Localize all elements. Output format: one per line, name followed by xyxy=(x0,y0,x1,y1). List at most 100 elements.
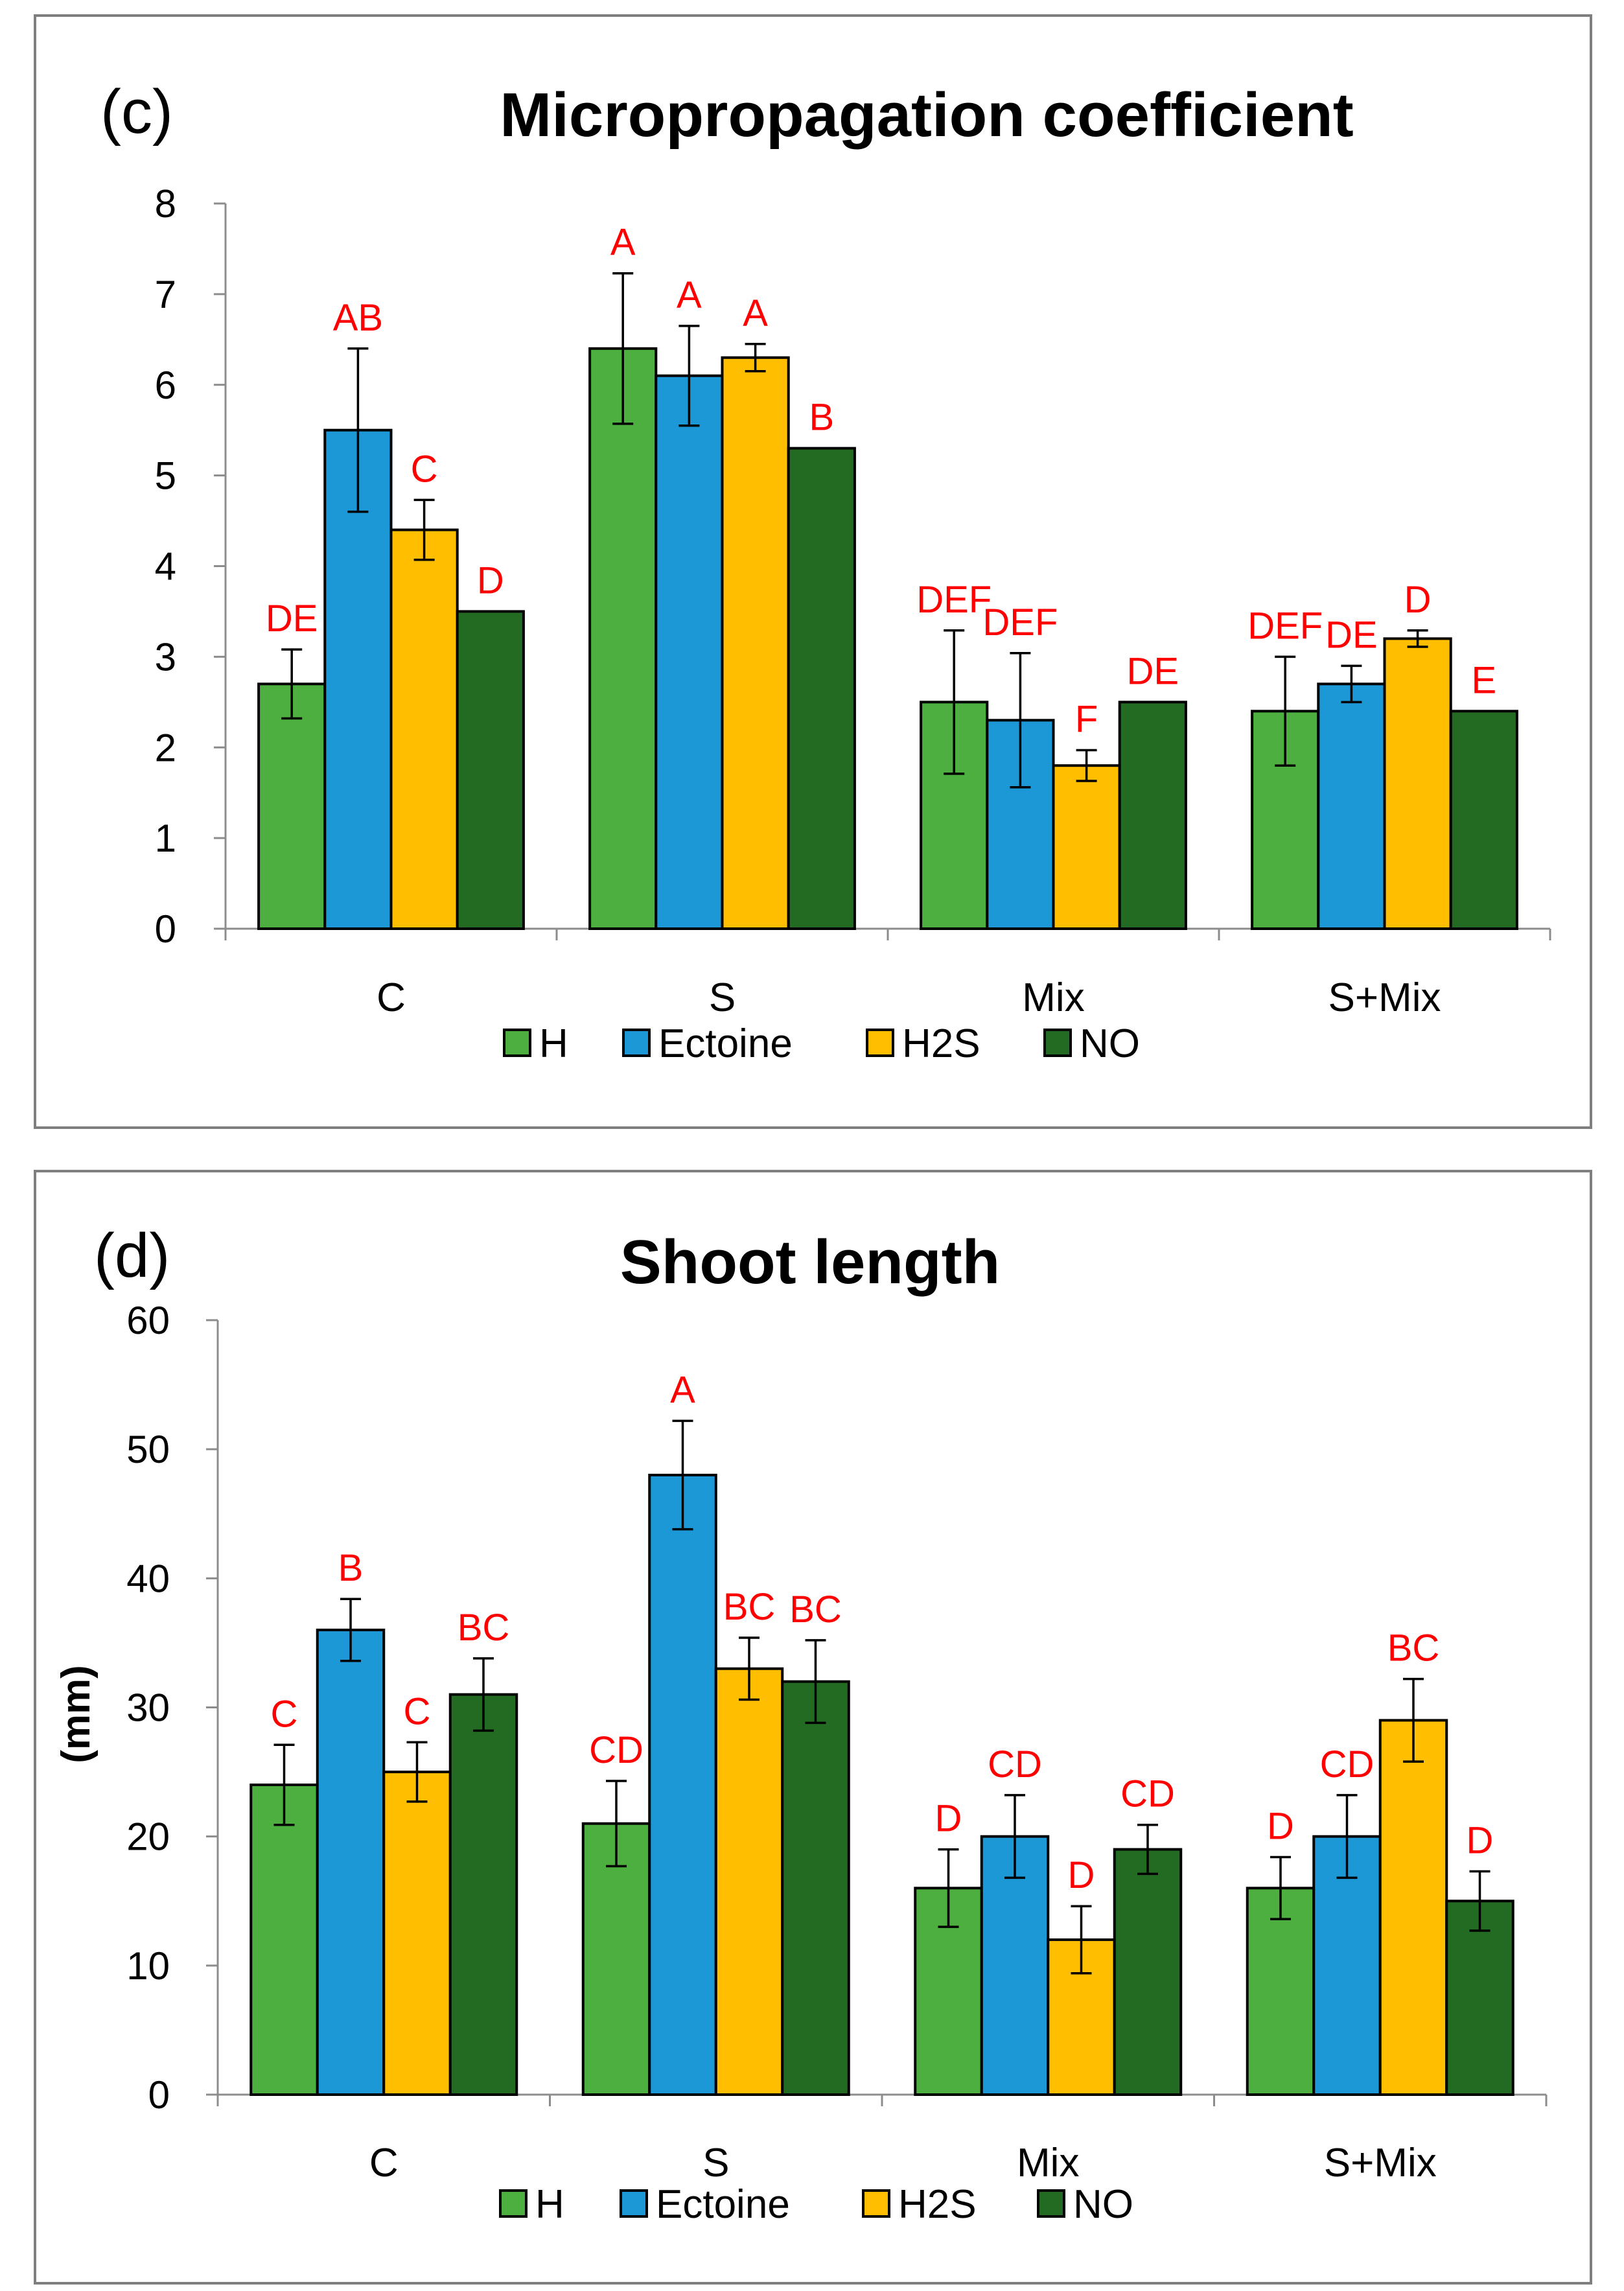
category-label: Mix xyxy=(1022,975,1084,1020)
bar-h2s xyxy=(1052,764,1121,930)
significance-letter: BC xyxy=(789,1588,842,1631)
bar-no xyxy=(448,1693,518,2096)
y-tick-label: 4 xyxy=(155,545,176,588)
category-label: C xyxy=(377,975,406,1020)
y-tick-label: 7 xyxy=(155,273,176,316)
y-tick-label: 50 xyxy=(126,1428,170,1471)
bar-no xyxy=(1113,1848,1183,2096)
legend-swatch-h xyxy=(503,1029,531,1057)
significance-letter: C xyxy=(411,448,438,490)
significance-letter: DE xyxy=(1325,614,1378,656)
bar-no xyxy=(781,1680,850,2097)
y-tick-label: 30 xyxy=(126,1686,170,1730)
y-tick-label: 0 xyxy=(148,2073,170,2117)
y-tick-label: 6 xyxy=(155,364,176,407)
significance-letter: CD xyxy=(1320,1743,1375,1785)
legend-swatch-h xyxy=(499,2189,528,2218)
bar-h xyxy=(257,682,327,931)
chart-panel-micropropagation: (c) Micropropagation coefficient 0 1 2 3 4 5 6… xyxy=(34,14,1592,1129)
bar-ectoine xyxy=(655,374,724,930)
significance-letter: AB xyxy=(333,297,383,339)
panel-tag: (c) xyxy=(100,77,173,146)
y-tick-label: 1 xyxy=(155,817,176,860)
category-label: Mix xyxy=(1017,2141,1079,2185)
legend-swatch-ectoine xyxy=(620,2189,648,2218)
legend-swatch-ectoine xyxy=(622,1029,651,1057)
legend-swatch-no xyxy=(1037,2189,1065,2218)
bar-ectoine xyxy=(316,1629,386,2096)
category-label: S+Mix xyxy=(1324,2141,1437,2185)
bar-no xyxy=(1449,710,1518,931)
bar-h xyxy=(249,1784,319,2096)
significance-letter: CD xyxy=(988,1743,1042,1785)
bar-ectoine xyxy=(980,1835,1050,2097)
panel-tag: (d) xyxy=(94,1221,170,1290)
y-tick-label: 0 xyxy=(155,907,176,951)
significance-letter: C xyxy=(271,1693,298,1735)
significance-letter: D xyxy=(935,1798,962,1840)
y-tick-label: 3 xyxy=(155,635,176,679)
bar-no xyxy=(456,610,525,930)
bar-h2s xyxy=(389,528,459,930)
significance-letter: DE xyxy=(1127,650,1179,692)
bar-ectoine xyxy=(648,1474,717,2096)
bar-h2s xyxy=(1378,1719,1448,2097)
legend-label: H2S xyxy=(898,2182,977,2227)
legend-swatch-h2s xyxy=(866,1029,894,1057)
significance-letter: A xyxy=(743,292,768,334)
significance-letter: BC xyxy=(458,1607,510,1649)
bar-no xyxy=(787,447,856,930)
bar-ectoine xyxy=(1317,682,1386,931)
bar-h2s xyxy=(721,356,790,930)
category-label: S xyxy=(709,975,736,1020)
significance-letter: D xyxy=(1267,1806,1294,1848)
y-tick-label: 5 xyxy=(155,454,176,498)
significance-letter: F xyxy=(1075,698,1098,740)
bar-no xyxy=(1118,701,1187,930)
legend-label: Ectoine xyxy=(656,2182,790,2227)
legend: H Ectoine H2S NO xyxy=(503,1021,1140,1066)
category-label: S xyxy=(702,2141,729,2185)
significance-letter: D xyxy=(1068,1854,1095,1896)
significance-letter: DE xyxy=(266,598,318,640)
significance-letter: BC xyxy=(1387,1627,1440,1669)
bar-h2s xyxy=(382,1771,452,2096)
significance-letter: DEF xyxy=(1247,605,1323,647)
legend-swatch-h2s xyxy=(862,2189,890,2218)
significance-letter: DEF xyxy=(982,601,1058,644)
bar-h xyxy=(588,347,658,930)
legend-label: H xyxy=(535,2182,564,2227)
y-tick-label: 2 xyxy=(155,726,176,769)
legend-label: H2S xyxy=(902,1021,980,1066)
legend: H Ectoine H2S NO xyxy=(499,2182,1133,2227)
y-tick-label: 20 xyxy=(126,1815,170,1859)
plot-area: 0 10 20 30 40 50 60 C S Mix S+Mix C CD D D B A CD CD C BC D BC… xyxy=(126,1299,1548,2185)
significance-letter: A xyxy=(670,1369,695,1411)
significance-letter: A xyxy=(610,222,636,264)
chart-title: Micropropagation coefficient xyxy=(500,80,1353,150)
significance-letter: CD xyxy=(1120,1773,1175,1815)
significance-letter: E xyxy=(1471,659,1496,701)
category-label: S+Mix xyxy=(1328,975,1441,1020)
y-tick-label: 60 xyxy=(126,1299,170,1342)
y-tick-label: 10 xyxy=(126,1944,170,1988)
significance-letter: D xyxy=(1467,1819,1494,1861)
significance-letter: B xyxy=(338,1547,364,1589)
category-label: C xyxy=(369,2141,399,2185)
y-axis-label: (mm) xyxy=(54,1665,99,1763)
significance-letter: BC xyxy=(723,1586,776,1628)
significance-letter: D xyxy=(477,559,504,601)
bar-h2s xyxy=(714,1667,784,2096)
significance-letter: D xyxy=(1404,579,1432,621)
significance-letter: CD xyxy=(589,1729,644,1771)
legend-label: H xyxy=(539,1021,568,1066)
legend-label: Ectoine xyxy=(658,1021,793,1066)
chart-panel-shoot-length: (d) Shoot length (mm) 0 10 20 30 40 50 60 C S Mix… xyxy=(34,1170,1592,2285)
significance-letter: DEF xyxy=(916,579,992,621)
significance-letter: C xyxy=(404,1690,431,1732)
bar-h2s xyxy=(1383,637,1452,931)
y-tick-label: 40 xyxy=(126,1557,170,1600)
chart-title: Shoot length xyxy=(620,1227,1001,1297)
legend-label: NO xyxy=(1080,1021,1140,1066)
